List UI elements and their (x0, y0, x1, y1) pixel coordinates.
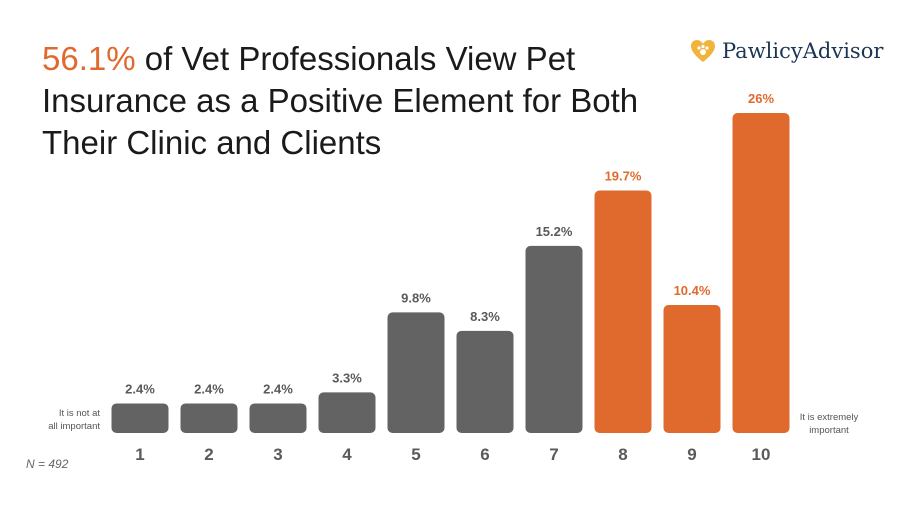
left-note-line1: It is not at (59, 408, 101, 419)
bar-2 (180, 403, 238, 433)
value-label-2: 2.4% (194, 381, 224, 396)
bar-4 (318, 392, 376, 433)
category-label-8: 8 (618, 445, 627, 464)
value-label-1: 2.4% (125, 381, 155, 396)
category-label-10: 10 (752, 445, 771, 464)
bar-9 (663, 305, 721, 433)
category-label-2: 2 (204, 445, 213, 464)
value-label-10: 26% (748, 91, 774, 106)
chart-title: 56.1% of Vet Professionals View Pet Insu… (42, 38, 662, 164)
category-label-7: 7 (549, 445, 558, 464)
value-label-9: 10.4% (674, 283, 711, 298)
sample-size: N = 492 (26, 457, 69, 471)
category-label-4: 4 (342, 445, 352, 464)
right-note-line1: It is extremely (800, 412, 859, 423)
bar-7 (525, 245, 583, 433)
category-label-1: 1 (135, 445, 144, 464)
value-labels-group: 2.4% 2.4% 2.4% 3.3% 9.8% 8.3% 15.2% 19.7% 10.4% 2… (125, 91, 774, 396)
title-highlight: 56.1% (42, 40, 136, 77)
category-label-5: 5 (411, 445, 420, 464)
value-label-3: 2.4% (263, 381, 293, 396)
bar-6 (456, 330, 514, 433)
value-label-4: 3.3% (332, 370, 362, 385)
bars-group (111, 113, 790, 433)
value-label-5: 9.8% (401, 290, 431, 305)
bar-10 (732, 113, 790, 433)
heart-paw-icon (691, 40, 715, 62)
brand-name: PawlicyAdvisor (722, 39, 884, 63)
value-label-7: 15.2% (536, 224, 573, 239)
bar-1 (111, 403, 169, 433)
value-label-6: 8.3% (470, 309, 500, 324)
bar-8 (594, 190, 652, 433)
category-label-3: 3 (273, 445, 282, 464)
bar-3 (249, 403, 307, 433)
right-note-line2: important (809, 425, 849, 436)
category-label-6: 6 (480, 445, 489, 464)
bar-5 (387, 312, 445, 433)
category-label-9: 9 (687, 445, 696, 464)
brand-logo: PawlicyAdvisor (690, 36, 883, 66)
left-note-line2: all important (48, 421, 100, 432)
value-label-8: 19.7% (605, 169, 642, 184)
title-text: of Vet Professionals View Pet Insurance … (42, 40, 639, 161)
category-labels-group: 1 2 3 4 5 6 7 8 9 10 (135, 445, 770, 464)
